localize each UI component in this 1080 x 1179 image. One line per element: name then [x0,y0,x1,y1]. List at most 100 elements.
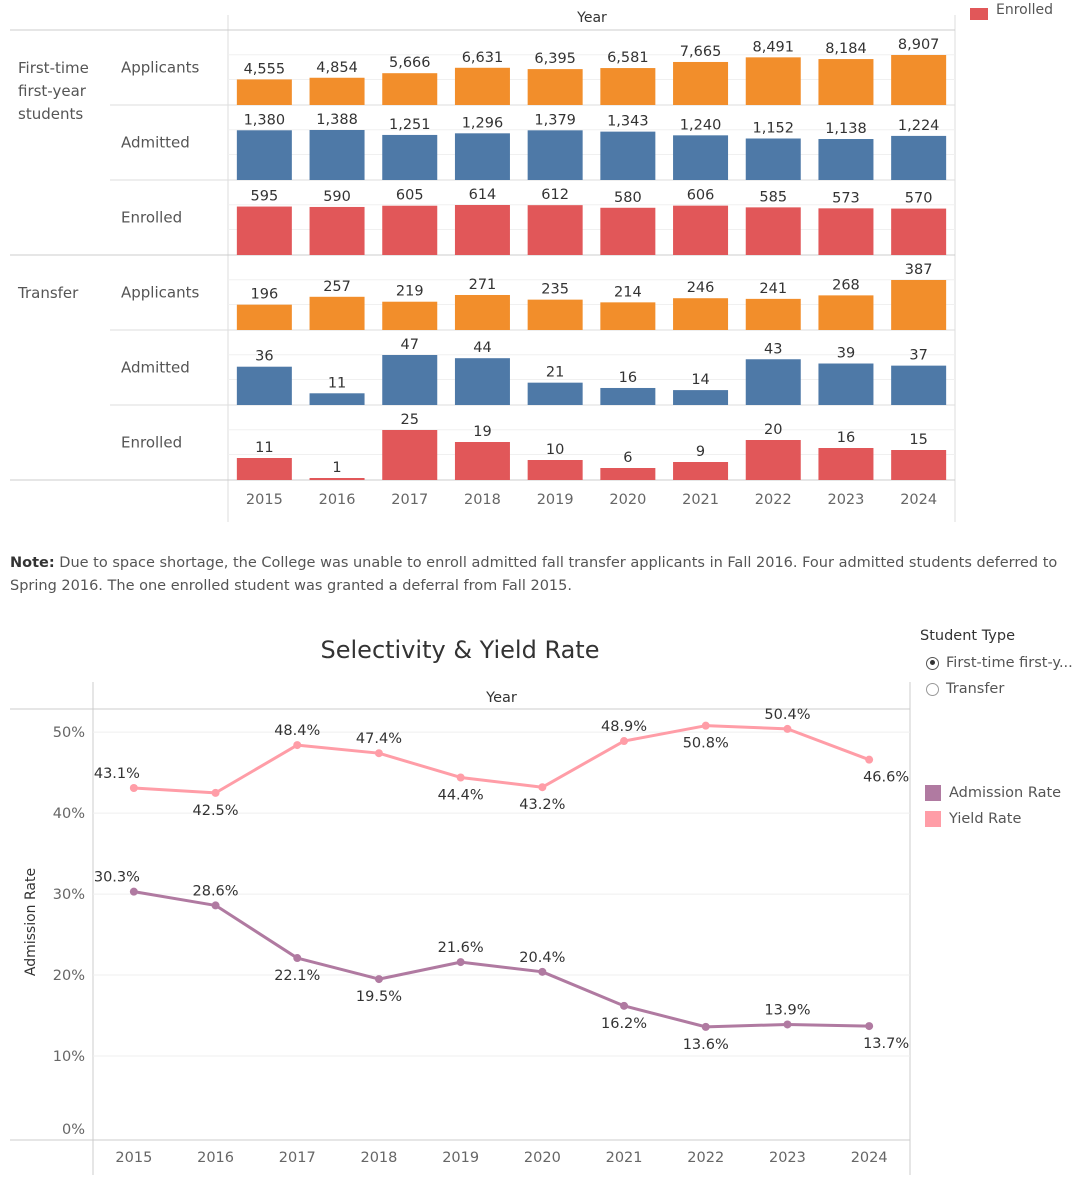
point-data-label: 13.6% [683,1037,729,1053]
bar-data-label: 8,491 [752,39,794,55]
bar [891,135,947,180]
bar-data-label: 16 [619,370,637,386]
bar [236,366,292,405]
group-label: students [18,105,83,123]
filter-option-transfer[interactable]: Transfer [920,676,1080,702]
data-point [620,737,629,746]
x-tick-label: 2019 [537,492,574,508]
bar-data-label: 1 [332,460,341,476]
bar [382,355,438,405]
y-tick-label: 10% [53,1049,85,1065]
note-text: Due to space shortage, the College was u… [10,555,1058,594]
point-data-label: 43.2% [519,797,565,813]
bar [818,208,874,255]
bar [527,299,583,330]
filter-option-first-time[interactable]: First-time first-y... [920,650,1080,676]
bar-data-label: 1,380 [244,112,286,128]
bar [527,382,583,405]
bar-data-label: 44 [473,340,491,356]
point-data-label: 50.8% [683,736,729,752]
note-label: Note: [10,555,55,571]
x-tick-label: 2016 [197,1150,234,1166]
group-label: First-time [18,59,89,77]
bar [236,79,292,105]
y-tick-label: 50% [53,725,85,741]
bar-data-label: 9 [696,444,705,460]
bar-data-label: 36 [255,349,273,365]
bar [891,208,947,255]
bar [309,206,365,255]
bar-data-label: 241 [759,281,787,297]
bar-data-label: 595 [251,189,279,205]
x-tick-label: 2022 [755,492,792,508]
bar [673,135,729,180]
bar-data-label: 612 [541,187,569,203]
bar-data-label: 1,152 [752,121,794,137]
bar-data-label: 4,555 [244,61,286,77]
x-tick-label: 2021 [682,492,719,508]
radio-selected-icon[interactable] [926,656,939,670]
bar-data-label: 47 [401,337,419,353]
bar-data-label: 570 [905,191,933,207]
bar-data-label: 606 [687,188,715,204]
data-point [211,788,220,797]
bar-data-label: 16 [837,430,855,446]
bar [600,207,656,255]
bar [600,387,656,405]
data-point [129,887,138,896]
bar [745,57,801,105]
bar [818,363,874,405]
data-point [865,1022,874,1031]
bar-data-label: 214 [614,284,642,300]
bar [745,138,801,180]
footnote: Note: Due to space shortage, the College… [10,552,1070,598]
y-tick-label: 40% [53,806,85,822]
bar [818,295,874,330]
data-point [783,724,792,733]
filter-option-label: First-time first-y... [946,655,1073,671]
y-axis-title: Admission Rate [23,868,39,976]
bar [454,205,510,255]
bar [818,448,874,480]
bar [309,478,365,480]
line-chart-legend: Admission Rate Yield Rate [925,780,1061,832]
bar-data-label: 614 [469,187,497,203]
bar [527,460,583,480]
bar [527,130,583,180]
x-tick-label: 2023 [827,492,864,508]
x-tick-label: 2015 [115,1150,152,1166]
bar-data-label: 1,343 [607,114,649,130]
filter-option-label: Transfer [946,681,1005,697]
bar-data-label: 1,296 [462,115,504,131]
point-data-label: 13.7% [863,1036,909,1052]
bar [673,205,729,255]
bar [236,206,292,255]
bar-data-label: 10 [546,442,564,458]
row-label: Applicants [121,284,199,302]
bar [309,393,365,405]
x-tick-label: 2018 [464,492,501,508]
point-data-label: 50.4% [764,707,810,723]
student-type-filter: Student Type First-time first-y... Trans… [920,628,1080,702]
bar [309,130,365,180]
bar-data-label: 196 [251,287,279,303]
bar [236,458,292,480]
row-label: Enrolled [121,209,182,227]
data-point [620,1001,629,1010]
bar [891,365,947,405]
bar-data-label: 25 [401,412,419,428]
bar-data-label: 590 [323,189,351,205]
data-point [538,967,547,976]
x-tick-label: 2024 [900,492,937,508]
radio-unselected-icon[interactable] [926,682,939,696]
bar [600,468,656,480]
bar-data-label: 573 [832,190,860,206]
bar [818,59,874,105]
bar-data-label: 8,184 [825,41,867,57]
bar-data-label: 20 [764,422,782,438]
column-header: Year [485,690,517,706]
bar-data-label: 585 [759,189,787,205]
x-tick-label: 2021 [606,1150,643,1166]
bar [236,130,292,180]
bar-data-label: 21 [546,365,564,381]
